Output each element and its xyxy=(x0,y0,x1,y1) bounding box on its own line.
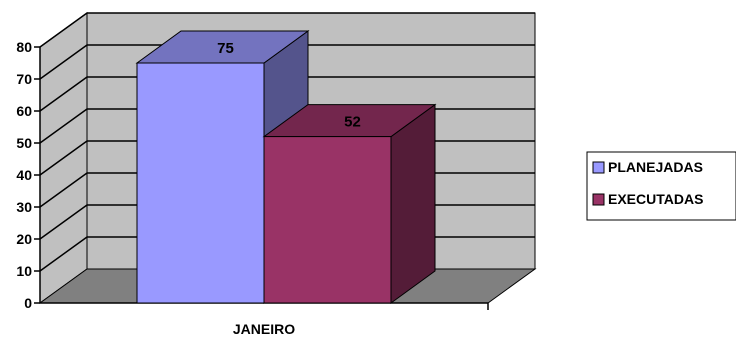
y-tick-label: 70 xyxy=(16,71,32,87)
y-tick-label: 30 xyxy=(16,199,32,215)
legend-swatch xyxy=(592,161,605,174)
bar-executadas xyxy=(263,136,392,304)
gridline xyxy=(39,12,535,48)
chart-legend: PLANEJADAS EXECUTADAS xyxy=(586,151,736,221)
y-tick-label: 10 xyxy=(16,263,32,279)
gridline xyxy=(39,44,535,80)
legend-box xyxy=(586,151,736,221)
legend-label: EXECUTADAS xyxy=(608,191,703,207)
y-tick-label: 50 xyxy=(16,135,32,151)
gridline xyxy=(39,76,535,112)
y-tick-label: 0 xyxy=(24,295,32,311)
data-label: 52 xyxy=(344,114,361,131)
chart-bars xyxy=(135,30,437,304)
y-tick-label: 80 xyxy=(16,39,32,55)
bar-side-executadas xyxy=(390,103,436,304)
x-tick-label: JANEIRO xyxy=(233,321,295,337)
legend-swatch xyxy=(592,193,605,206)
y-tick-label: 40 xyxy=(16,167,32,183)
legend-label: PLANEJADAS xyxy=(608,159,703,175)
y-tick-label: 20 xyxy=(16,231,32,247)
y-tick-label: 60 xyxy=(16,103,32,119)
bar-planejadas xyxy=(136,62,265,304)
chart-data-labels: 75 52 xyxy=(217,40,361,131)
data-label: 75 xyxy=(217,40,234,57)
